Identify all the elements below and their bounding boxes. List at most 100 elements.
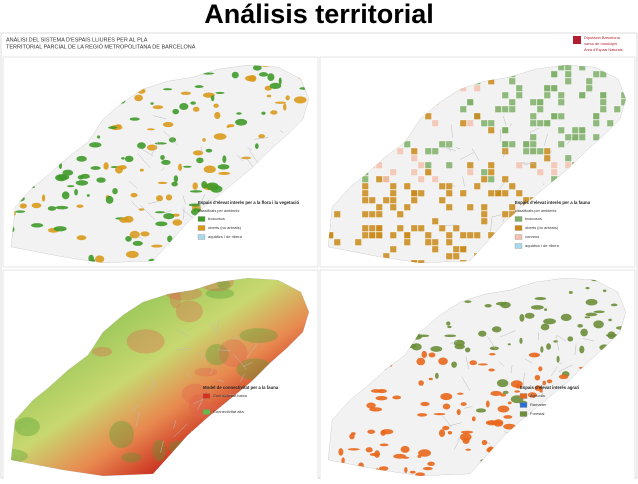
grid-cell (411, 197, 418, 204)
land-patch (248, 75, 256, 82)
land-patch (367, 430, 375, 434)
land-patch (585, 287, 589, 289)
grid-cell (488, 169, 495, 176)
land-patch (603, 290, 607, 293)
land-patch (95, 255, 104, 262)
land-patch (541, 324, 550, 331)
land-patch (121, 157, 125, 159)
land-patch (134, 95, 143, 102)
grid-cell (334, 211, 341, 218)
land-patch (42, 194, 45, 201)
land-patch (140, 169, 144, 172)
grid-cell (383, 197, 390, 204)
legend-title: Model de connectivitat per a la fauna (203, 385, 279, 390)
terrain-patch (15, 417, 40, 436)
grid-cell (495, 106, 502, 113)
grid-cell (579, 127, 586, 134)
grid-cell (446, 204, 453, 211)
land-patch (48, 206, 56, 211)
land-patch (540, 346, 543, 353)
grid-cell (397, 225, 404, 232)
grid-cell (467, 204, 474, 211)
land-patch (461, 431, 473, 434)
legend-label: oberts (no arbrats) (525, 225, 559, 230)
terrain-patch (176, 300, 203, 322)
land-patch (77, 235, 87, 240)
land-patch (275, 101, 286, 103)
land-patch (465, 347, 470, 352)
grid-cell (460, 232, 467, 239)
terrain-patch (122, 453, 142, 463)
land-patch (286, 95, 290, 100)
header-line: ANÀLISI DEL SISTEMA D'ESPAIS LLIURES PER… (6, 36, 148, 43)
land-patch (454, 340, 465, 347)
grid-cell (432, 218, 439, 225)
land-patch (421, 351, 427, 358)
land-patch (446, 321, 450, 325)
grid-cell (376, 225, 383, 232)
land-patch (423, 467, 433, 470)
map-panel: Espais d'elevat interès per a la faunacl… (320, 57, 635, 267)
grid-cell (586, 85, 593, 92)
land-patch (376, 396, 388, 400)
land-patch (294, 96, 307, 103)
grid-cell (425, 162, 432, 169)
grid-cell (516, 162, 523, 169)
land-patch (181, 92, 191, 95)
grid-cell (537, 99, 544, 106)
land-patch (193, 107, 200, 112)
grid-cell (446, 232, 453, 239)
land-patch (544, 308, 547, 311)
land-patch (125, 156, 134, 162)
land-patch (498, 405, 510, 412)
land-patch (567, 336, 573, 341)
land-patch (171, 182, 178, 187)
legend-swatch (515, 226, 522, 231)
grid-cell (481, 176, 488, 183)
land-patch (535, 375, 540, 381)
grid-cell (551, 85, 558, 92)
land-patch (112, 188, 117, 194)
terrain-patch (194, 368, 217, 377)
land-patch (508, 402, 512, 405)
grid-cell (502, 106, 509, 113)
terrain-patch (109, 421, 134, 448)
land-patch (514, 390, 520, 393)
grid-cell (474, 85, 481, 92)
grid-cell (481, 169, 488, 176)
legend-swatch (198, 235, 205, 240)
land-patch (76, 204, 83, 207)
land-patch (206, 149, 212, 153)
legend-label: conreus (525, 234, 539, 239)
land-patch (130, 231, 140, 238)
legend-swatch (515, 244, 522, 249)
grid-cell (383, 176, 390, 183)
grid-cell (558, 99, 565, 106)
land-patch (593, 320, 604, 328)
grid-cell (411, 190, 418, 197)
land-patch (503, 415, 512, 419)
land-patch (106, 196, 114, 204)
grid-cell (558, 92, 565, 99)
grid-cell (460, 190, 467, 197)
land-patch (179, 103, 188, 110)
grid-cell (502, 148, 509, 155)
land-patch (435, 373, 439, 379)
legend-subtitle: classificats per ambients (515, 209, 556, 213)
grid-cell (474, 183, 481, 190)
land-patch (222, 155, 226, 163)
land-patch (76, 156, 86, 162)
land-patch (88, 255, 94, 262)
grid-cell (390, 246, 397, 253)
grid-cell (411, 148, 418, 155)
grid-cell (579, 92, 586, 99)
land-patch (503, 391, 509, 394)
grid-cell (551, 162, 558, 169)
land-patch (349, 434, 354, 440)
grid-cell (418, 225, 425, 232)
grid-cell (502, 127, 509, 134)
land-patch (393, 454, 406, 459)
grid-cell (474, 232, 481, 239)
land-patch (166, 194, 172, 200)
grid-cell (572, 127, 579, 134)
